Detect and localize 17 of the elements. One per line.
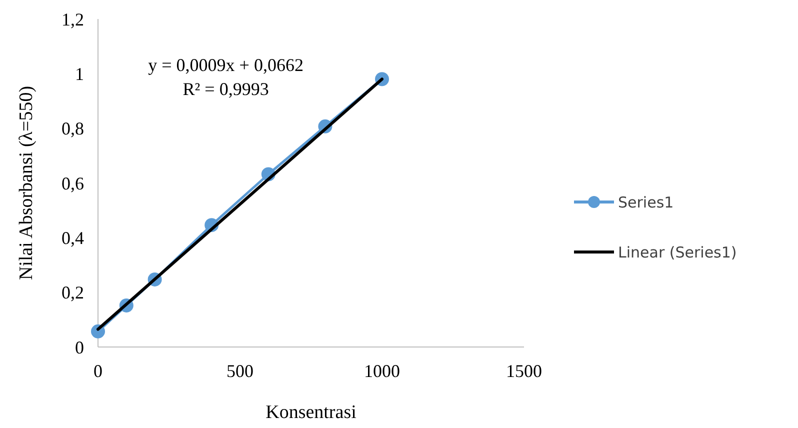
y-axis-title: Nilai Absorbansi (λ=550): [16, 86, 37, 280]
legend-label: Series1: [618, 193, 674, 212]
x-tick-label: 0: [94, 361, 102, 381]
legend-label: Linear (Series1): [618, 243, 737, 262]
y-tick-label: 0,2: [62, 282, 84, 303]
y-tick-label: 0: [75, 337, 84, 358]
x-tick-label: 1000: [364, 361, 400, 381]
annotation: R² = 0,9993: [182, 79, 269, 99]
x-axis-title: Konsentrasi: [266, 402, 356, 423]
x-tick-label: 1500: [506, 361, 542, 381]
x-tick-label: 500: [226, 361, 254, 381]
y-tick-label: 0,6: [62, 173, 84, 194]
y-tick-label: 0,8: [62, 118, 84, 139]
annotation: y = 0,0009x + 0,0662: [148, 55, 304, 75]
y-tick-label: 1: [75, 64, 84, 84]
y-tick-label: 1,2: [62, 9, 84, 30]
y-tick-label: 0,4: [62, 228, 84, 248]
